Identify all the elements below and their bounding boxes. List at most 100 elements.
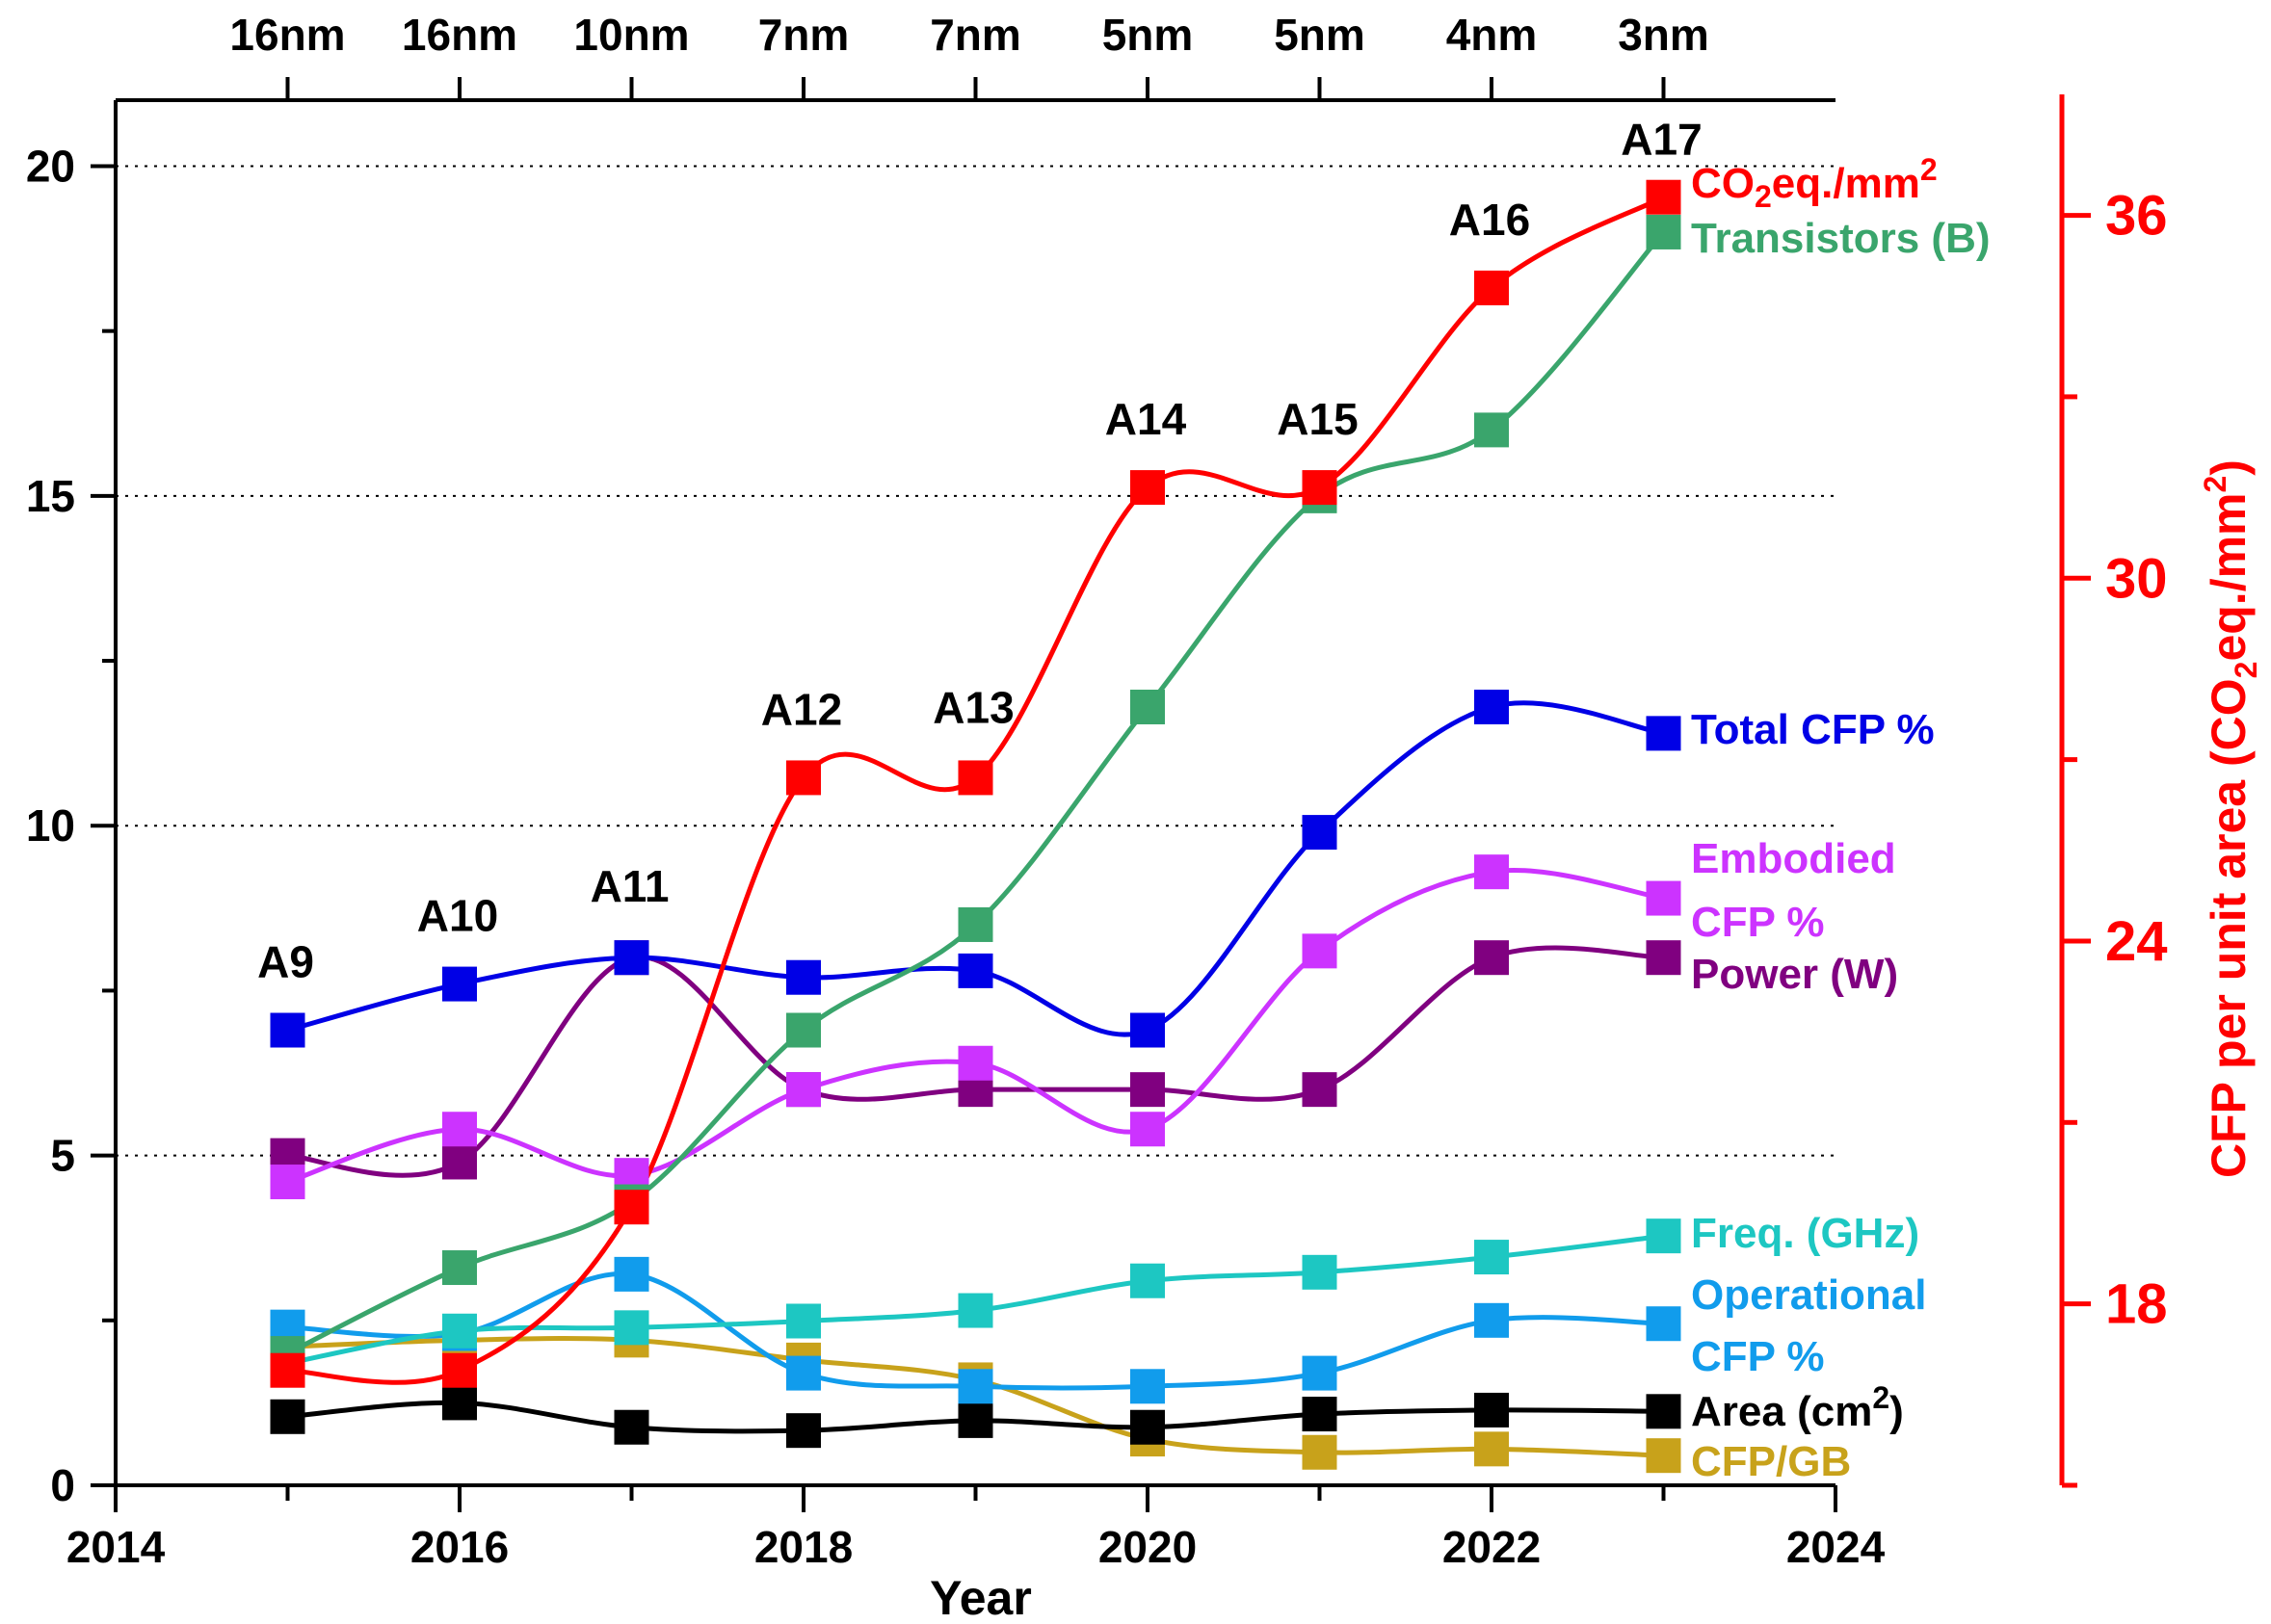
marker-total_cfp xyxy=(1646,716,1681,751)
series-label-embodied_cfp: Embodied xyxy=(1691,835,1896,882)
marker-freq xyxy=(1474,1240,1509,1275)
marker-area xyxy=(1474,1392,1509,1428)
marker-transistors xyxy=(1646,214,1681,249)
marker-total_cfp xyxy=(442,966,477,1002)
series-label-co2: CO2eq./mm2 xyxy=(1691,152,1938,214)
series-label-area: Area (cm2) xyxy=(1691,1380,1904,1435)
marker-freq xyxy=(1302,1254,1337,1290)
marker-total_cfp xyxy=(1474,689,1509,724)
label-sub: 2 xyxy=(1755,179,1772,214)
chip-label: A13 xyxy=(933,682,1014,732)
y2-tick-label: 24 xyxy=(2105,910,2168,973)
marker-power xyxy=(1302,1072,1337,1108)
marker-operational_cfp xyxy=(958,1369,993,1404)
grid-lines xyxy=(116,165,1835,1157)
marker-co2 xyxy=(1474,270,1509,305)
process-node-label: 7nm xyxy=(930,10,1021,60)
marker-embodied_cfp xyxy=(1302,933,1337,969)
marker-freq xyxy=(1130,1263,1165,1298)
x-tick-label: 2016 xyxy=(410,1522,509,1572)
marker-total_cfp xyxy=(786,959,821,995)
y2-axis: 18 24 30 36 xyxy=(2059,94,2168,1488)
series-label-operational_cfp: CFP % xyxy=(1691,1333,1825,1380)
chip-label: A17 xyxy=(1621,115,1702,165)
series-line-transistors xyxy=(286,230,1666,1356)
marker-co2 xyxy=(786,760,821,796)
x-tick-label: 2022 xyxy=(1442,1522,1541,1572)
y-axis: 0 5 10 15 20 xyxy=(26,141,116,1510)
y-tick-label: 20 xyxy=(26,141,75,191)
marker-operational_cfp xyxy=(786,1355,821,1391)
series-label-power: Power (W) xyxy=(1691,951,1898,998)
y2-tick-label: 18 xyxy=(2105,1273,2168,1336)
marker-power xyxy=(442,1144,477,1180)
top-axis-process-nodes: 16nm 16nm 10nm 7nm 7nm 5nm 5nm 4nm 3nm xyxy=(229,10,1709,100)
marker-operational_cfp xyxy=(1302,1355,1337,1391)
y-tick-label: 5 xyxy=(50,1131,75,1181)
x-axis: 2014 2016 2018 2020 2022 2024 xyxy=(66,1485,1886,1572)
marker-freq xyxy=(786,1303,821,1339)
marker-cfp_gb xyxy=(1302,1434,1337,1470)
marker-transistors xyxy=(786,1012,821,1048)
marker-co2 xyxy=(958,760,993,796)
series-line-power xyxy=(287,945,1664,1178)
chip-label: A10 xyxy=(417,891,498,941)
marker-embodied_cfp xyxy=(1646,880,1681,916)
marker-transistors xyxy=(442,1250,477,1286)
marker-co2 xyxy=(1130,470,1165,506)
y2-title-post: ) xyxy=(2202,459,2256,476)
x-axis-title: Year xyxy=(930,1571,1032,1624)
chip-labels: A9 A10 A11 A12 A13 A14 A15 A16 A17 xyxy=(257,115,1703,987)
marker-transistors xyxy=(958,906,993,942)
marker-embodied_cfp xyxy=(1474,854,1509,890)
series-label-total_cfp: Total CFP % xyxy=(1691,706,1935,753)
chip-label: A9 xyxy=(257,937,314,987)
process-node-label: 5nm xyxy=(1102,10,1194,60)
marker-area xyxy=(1302,1397,1337,1432)
chip-label: A16 xyxy=(1449,195,1530,245)
marker-total_cfp xyxy=(614,940,649,976)
marker-total_cfp xyxy=(1302,815,1337,851)
marker-cfp_gb xyxy=(1646,1438,1681,1474)
marker-embodied_cfp xyxy=(786,1072,821,1108)
y-tick-label: 15 xyxy=(26,471,75,521)
label-sup: 2 xyxy=(1872,1380,1889,1415)
chip-label: A14 xyxy=(1105,394,1187,444)
marker-area xyxy=(1130,1409,1165,1445)
y2-axis-title: CFP per unit area (CO2eq./mm2) xyxy=(2198,459,2263,1178)
y2-title-sup: 2 xyxy=(2198,476,2232,493)
marker-co2 xyxy=(442,1352,477,1388)
marker-total_cfp xyxy=(958,953,993,988)
series-label-freq: Freq. (GHz) xyxy=(1691,1210,1919,1257)
marker-power xyxy=(1474,940,1509,976)
chip-label: A11 xyxy=(591,861,670,911)
y2-tick-label: 30 xyxy=(2105,547,2168,610)
marker-embodied_cfp xyxy=(1130,1112,1165,1147)
process-node-label: 16nm xyxy=(229,10,345,60)
series-label-operational_cfp: Operational xyxy=(1691,1271,1927,1319)
marker-co2 xyxy=(1646,179,1681,215)
marker-power xyxy=(1646,940,1681,976)
label-mid: eq./mm xyxy=(1772,160,1920,207)
marker-freq xyxy=(614,1310,649,1346)
x-tick-label: 2018 xyxy=(754,1522,853,1572)
marker-area xyxy=(270,1399,305,1434)
marker-total_cfp xyxy=(1130,1012,1165,1048)
x-tick-label: 2020 xyxy=(1098,1522,1197,1572)
y-tick-label: 0 xyxy=(50,1460,75,1510)
marker-operational_cfp xyxy=(1646,1306,1681,1342)
marker-freq xyxy=(442,1313,477,1349)
marker-embodied_cfp xyxy=(270,1165,305,1200)
y2-tick-label: 36 xyxy=(2105,185,2168,248)
marker-total_cfp xyxy=(270,1012,305,1048)
label-sup: 2 xyxy=(1920,152,1938,187)
series-label-transistors: Transistors (B) xyxy=(1691,215,1991,262)
marker-operational_cfp xyxy=(1130,1369,1165,1404)
marker-co2 xyxy=(614,1190,649,1225)
marker-embodied_cfp xyxy=(442,1112,477,1147)
marker-area xyxy=(1646,1394,1681,1429)
marker-area xyxy=(442,1385,477,1421)
chip-label: A12 xyxy=(761,684,842,734)
